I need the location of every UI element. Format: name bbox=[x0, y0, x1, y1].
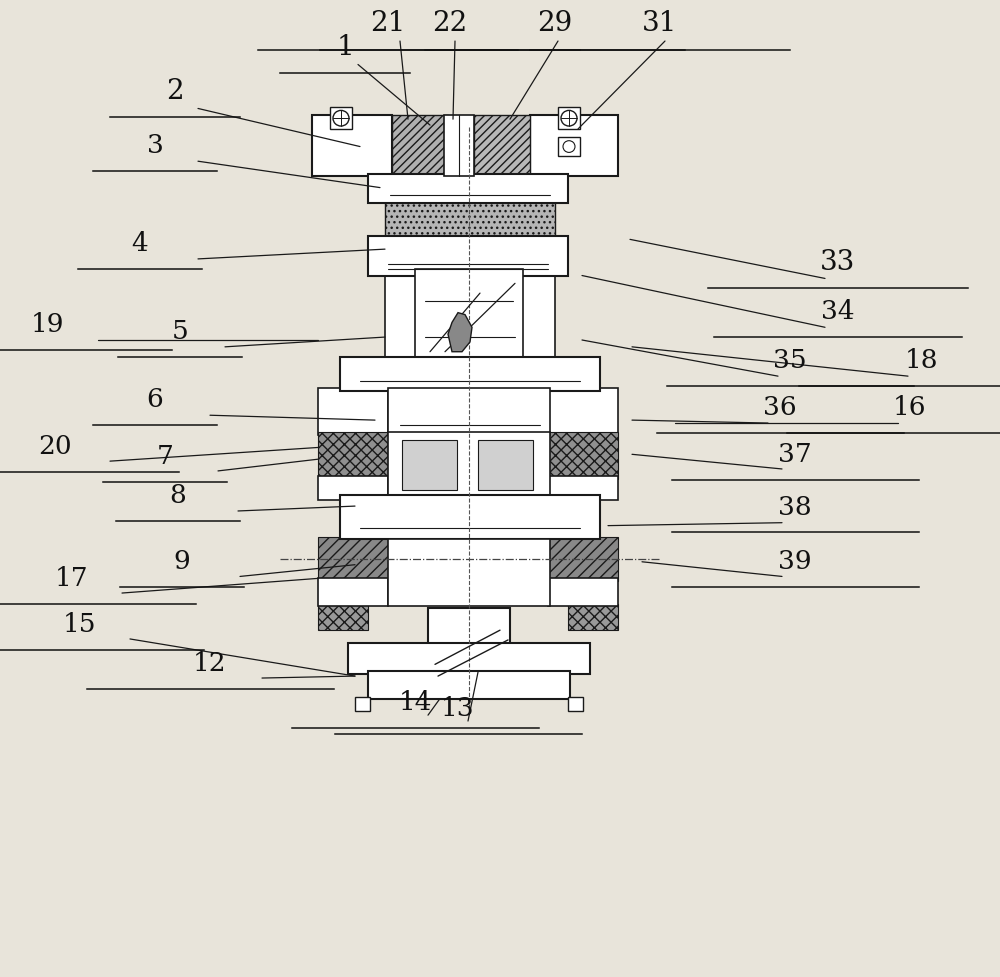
Bar bbox=[548, 388, 618, 435]
Bar bbox=[558, 107, 580, 129]
Bar bbox=[330, 107, 352, 129]
Bar bbox=[530, 115, 618, 176]
Bar bbox=[312, 115, 392, 176]
Text: 22: 22 bbox=[432, 10, 468, 37]
Text: 15: 15 bbox=[63, 612, 97, 637]
Polygon shape bbox=[318, 604, 368, 630]
Text: 18: 18 bbox=[905, 348, 939, 373]
Text: 31: 31 bbox=[642, 10, 678, 37]
Polygon shape bbox=[448, 313, 472, 352]
Polygon shape bbox=[548, 432, 618, 479]
Bar bbox=[428, 608, 510, 686]
Text: 7: 7 bbox=[157, 444, 173, 469]
Bar bbox=[388, 539, 550, 606]
Text: 16: 16 bbox=[893, 395, 927, 420]
Bar bbox=[368, 671, 570, 699]
Bar bbox=[388, 388, 550, 435]
Text: 35: 35 bbox=[773, 348, 807, 373]
Text: 17: 17 bbox=[55, 566, 89, 591]
Bar bbox=[348, 643, 590, 674]
Polygon shape bbox=[318, 537, 388, 581]
Text: 21: 21 bbox=[370, 10, 406, 37]
Text: 36: 36 bbox=[763, 395, 797, 420]
Text: 2: 2 bbox=[166, 77, 184, 105]
Text: 33: 33 bbox=[820, 248, 856, 276]
Text: 34: 34 bbox=[821, 299, 855, 324]
Polygon shape bbox=[474, 115, 530, 176]
Bar bbox=[548, 476, 618, 500]
Text: 9: 9 bbox=[174, 549, 190, 574]
Bar bbox=[388, 432, 550, 498]
Bar bbox=[478, 440, 533, 490]
Text: 39: 39 bbox=[778, 549, 812, 574]
Text: 4: 4 bbox=[132, 231, 148, 256]
Bar bbox=[568, 697, 583, 711]
Text: 14: 14 bbox=[398, 690, 432, 715]
Bar bbox=[318, 578, 388, 606]
Bar bbox=[340, 357, 600, 391]
Bar bbox=[444, 115, 474, 176]
Bar bbox=[340, 495, 600, 539]
Polygon shape bbox=[392, 115, 448, 176]
Polygon shape bbox=[385, 200, 555, 239]
Polygon shape bbox=[318, 432, 388, 479]
Text: 13: 13 bbox=[441, 696, 475, 721]
Text: 1: 1 bbox=[336, 33, 354, 61]
Bar bbox=[318, 388, 388, 435]
Bar bbox=[318, 476, 388, 500]
Bar bbox=[355, 697, 370, 711]
Bar bbox=[415, 269, 523, 361]
Text: 5: 5 bbox=[172, 319, 188, 344]
Bar bbox=[425, 274, 513, 313]
Text: 29: 29 bbox=[537, 10, 573, 37]
Text: 6: 6 bbox=[147, 387, 163, 412]
Bar bbox=[510, 274, 555, 357]
Text: 37: 37 bbox=[778, 442, 812, 467]
Bar bbox=[385, 274, 425, 357]
Bar bbox=[368, 236, 568, 276]
Polygon shape bbox=[548, 537, 618, 581]
Text: 12: 12 bbox=[193, 651, 227, 676]
Bar bbox=[548, 578, 618, 606]
Text: 8: 8 bbox=[170, 483, 186, 508]
Polygon shape bbox=[568, 604, 618, 630]
Text: 20: 20 bbox=[38, 434, 72, 459]
Bar bbox=[558, 137, 580, 156]
Bar bbox=[368, 174, 568, 203]
Text: 3: 3 bbox=[147, 133, 163, 158]
Text: 19: 19 bbox=[31, 312, 65, 337]
Bar bbox=[402, 440, 457, 490]
Text: 38: 38 bbox=[778, 494, 812, 520]
